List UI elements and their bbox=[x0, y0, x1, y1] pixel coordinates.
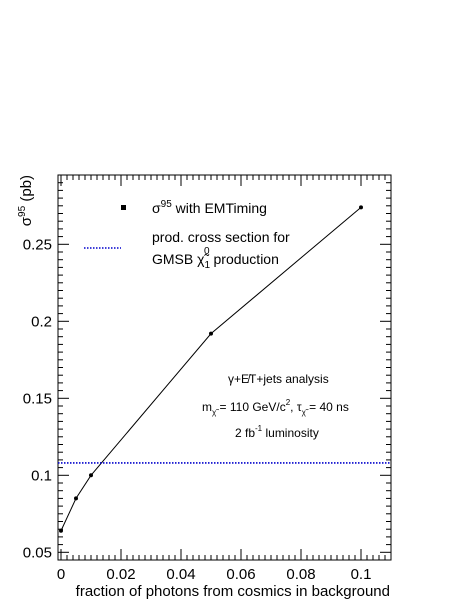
legend-label-emtiming: σ95 with EMTiming bbox=[152, 199, 267, 216]
x-tick-label: 0.02 bbox=[106, 566, 135, 583]
legend-label-cross-section-1: prod. cross section for bbox=[152, 229, 290, 245]
legend: σ95 with EMTiming prod. cross section fo… bbox=[84, 199, 290, 271]
x-tick-label: 0.08 bbox=[286, 566, 315, 583]
legend-marker-emtiming bbox=[121, 205, 126, 210]
y-axis-label-sup: 95 bbox=[17, 205, 28, 217]
emtiming-point bbox=[359, 205, 363, 210]
x-tick-label: 0 bbox=[57, 566, 65, 583]
y-axis-label-unit: (pb) bbox=[18, 175, 35, 206]
x-axis-ticks: 0 0.02 0.04 0.06 0.08 0.1 bbox=[57, 175, 392, 583]
emtiming-point bbox=[89, 473, 93, 478]
y-axis-ticks: 0.05 0.1 0.15 0.2 0.25 bbox=[23, 174, 391, 561]
y-axis-label: σ95 (pb) bbox=[17, 175, 35, 226]
legend-label-cross-section-2: GMSB χ̃10 production bbox=[152, 246, 279, 271]
x-axis-label: fraction of photons from cosmics in back… bbox=[76, 583, 390, 600]
y-tick-label: 0.1 bbox=[31, 467, 52, 484]
y-tick-label: 0.25 bbox=[23, 236, 52, 253]
y-tick-label: 0.2 bbox=[31, 313, 52, 330]
annotation-luminosity: 2 fb-1 luminosity bbox=[235, 424, 319, 440]
annotation-analysis: γ+E̸T+jets analysis bbox=[228, 372, 329, 386]
y-tick-label: 0.05 bbox=[23, 544, 52, 561]
emtiming-point bbox=[74, 496, 78, 501]
y-axis-label-sigma: σ bbox=[18, 216, 35, 226]
x-tick-label: 0.04 bbox=[166, 566, 195, 583]
analysis-annotation: γ+E̸T+jets analysis mχ̃ = 110 GeV/c2, τχ… bbox=[202, 372, 349, 440]
x-tick-label: 0.06 bbox=[226, 566, 255, 583]
data-series bbox=[58, 205, 391, 533]
emtiming-point bbox=[59, 528, 63, 533]
annotation-parameters: mχ̃ = 110 GeV/c2, τχ̃ = 40 ns bbox=[202, 398, 349, 417]
x-tick-label: 0.1 bbox=[351, 566, 372, 583]
y-tick-label: 0.15 bbox=[23, 390, 52, 407]
emtiming-point bbox=[209, 331, 213, 336]
